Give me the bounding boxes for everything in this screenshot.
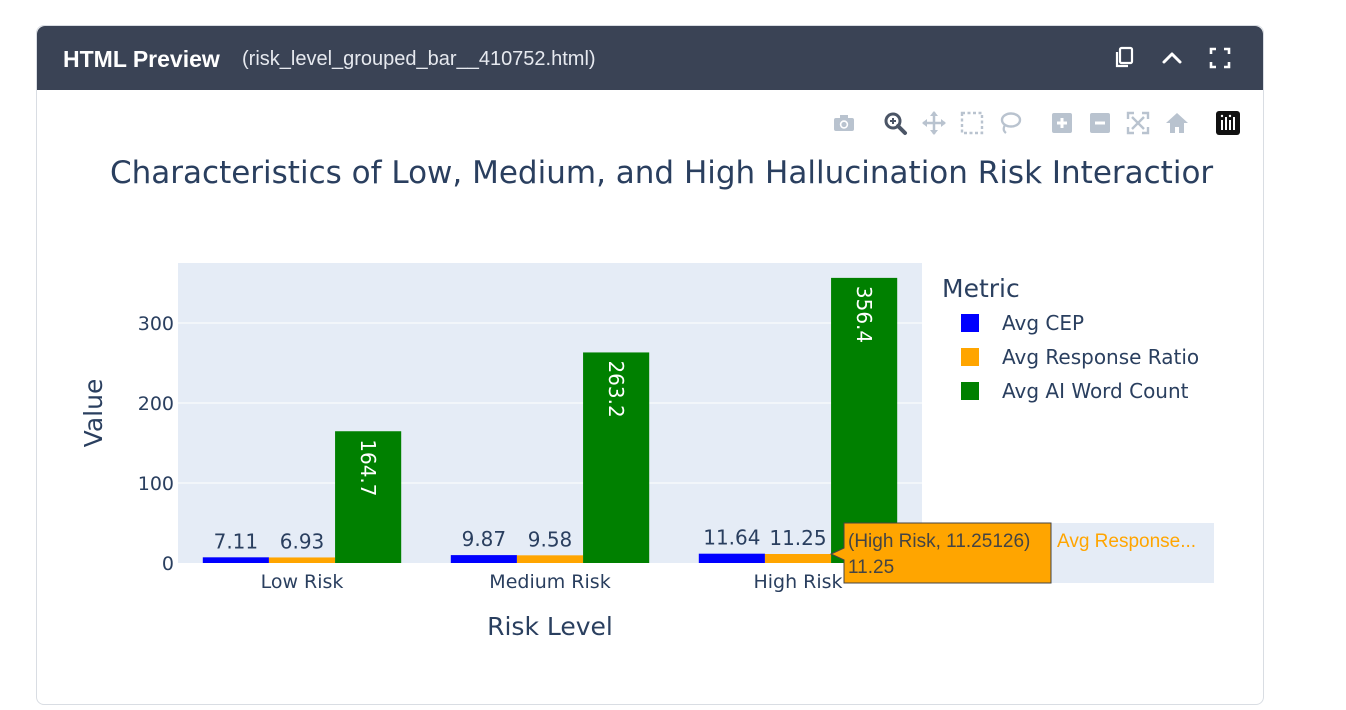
plotly-logo-icon[interactable] xyxy=(1215,110,1241,136)
y-tick-label: 0 xyxy=(162,553,174,575)
modebar xyxy=(37,110,1263,138)
bar xyxy=(202,557,269,563)
bar xyxy=(831,277,898,563)
box-select-icon[interactable] xyxy=(959,110,985,136)
pan-icon[interactable] xyxy=(921,110,947,136)
data-label: 6.93 xyxy=(280,529,325,553)
legend-title: Metric xyxy=(942,274,1020,303)
hover-tooltip-line1: (High Risk, 11.25126) xyxy=(848,531,1030,552)
panel-title: HTML Preview xyxy=(63,46,220,72)
bar xyxy=(764,554,832,563)
panel-header: HTML Preview (risk_level_grouped_bar__41… xyxy=(37,26,1263,90)
y-tick-label: 200 xyxy=(138,393,174,415)
y-tick-label: 100 xyxy=(138,473,174,495)
data-label: 9.87 xyxy=(462,527,507,551)
bar xyxy=(268,557,336,563)
hover-series-label: Avg Response... xyxy=(1057,531,1196,552)
html-preview-panel: HTML Preview (risk_level_grouped_bar__41… xyxy=(36,25,1264,705)
legend-swatch xyxy=(961,314,979,332)
x-tick-label: Medium Risk xyxy=(489,571,610,593)
zoom-in-icon[interactable] xyxy=(1049,110,1075,136)
x-tick-label: High Risk xyxy=(753,571,842,593)
bar xyxy=(698,553,765,563)
data-label: 9.58 xyxy=(528,527,573,551)
legend-swatch xyxy=(961,348,979,366)
plot-area xyxy=(178,263,922,563)
hover-tooltip xyxy=(829,522,1052,584)
fullscreen-icon[interactable] xyxy=(1206,44,1234,72)
zoom-icon[interactable] xyxy=(882,110,908,136)
y-axis-title: Value xyxy=(79,379,108,448)
zoom-out-icon[interactable] xyxy=(1087,110,1113,136)
chevron-up-icon[interactable] xyxy=(1158,44,1186,72)
data-label: 11.64 xyxy=(703,526,760,550)
bar xyxy=(583,352,650,563)
data-label: 7.11 xyxy=(214,529,259,553)
hover-tooltip-line2: 11.25 xyxy=(848,557,894,578)
legend-swatch xyxy=(961,382,979,400)
camera-icon[interactable] xyxy=(831,110,857,136)
legend-item-label: Avg Response Ratio xyxy=(1002,345,1199,369)
chart: 0 100 200 300 Characteristics of Low, Medium… xyxy=(79,155,1214,641)
chart-title: Characteristics of Low, Medium, and High… xyxy=(110,155,1213,191)
panel-filename: (risk_level_grouped_bar__410752.html) xyxy=(242,48,596,70)
bar xyxy=(516,555,584,563)
data-label: 263.2 xyxy=(604,360,628,417)
reset-axes-icon[interactable] xyxy=(1164,110,1190,136)
bar xyxy=(450,555,517,563)
y-tick-label: 300 xyxy=(138,313,174,335)
x-axis-title: Risk Level xyxy=(487,612,613,641)
bar xyxy=(335,431,402,563)
hover-label-bg xyxy=(1051,523,1214,583)
legend-item-label: Avg CEP xyxy=(1002,311,1084,335)
lasso-icon[interactable] xyxy=(997,110,1023,136)
data-label: 356.4 xyxy=(852,286,876,343)
legend-item-label: Avg AI Word Count xyxy=(1002,379,1189,403)
data-label: 11.25 xyxy=(769,526,826,550)
data-label: 164.7 xyxy=(356,439,380,496)
autoscale-icon[interactable] xyxy=(1125,110,1151,136)
x-tick-label: Low Risk xyxy=(261,571,344,593)
copy-icon[interactable] xyxy=(1111,44,1139,72)
